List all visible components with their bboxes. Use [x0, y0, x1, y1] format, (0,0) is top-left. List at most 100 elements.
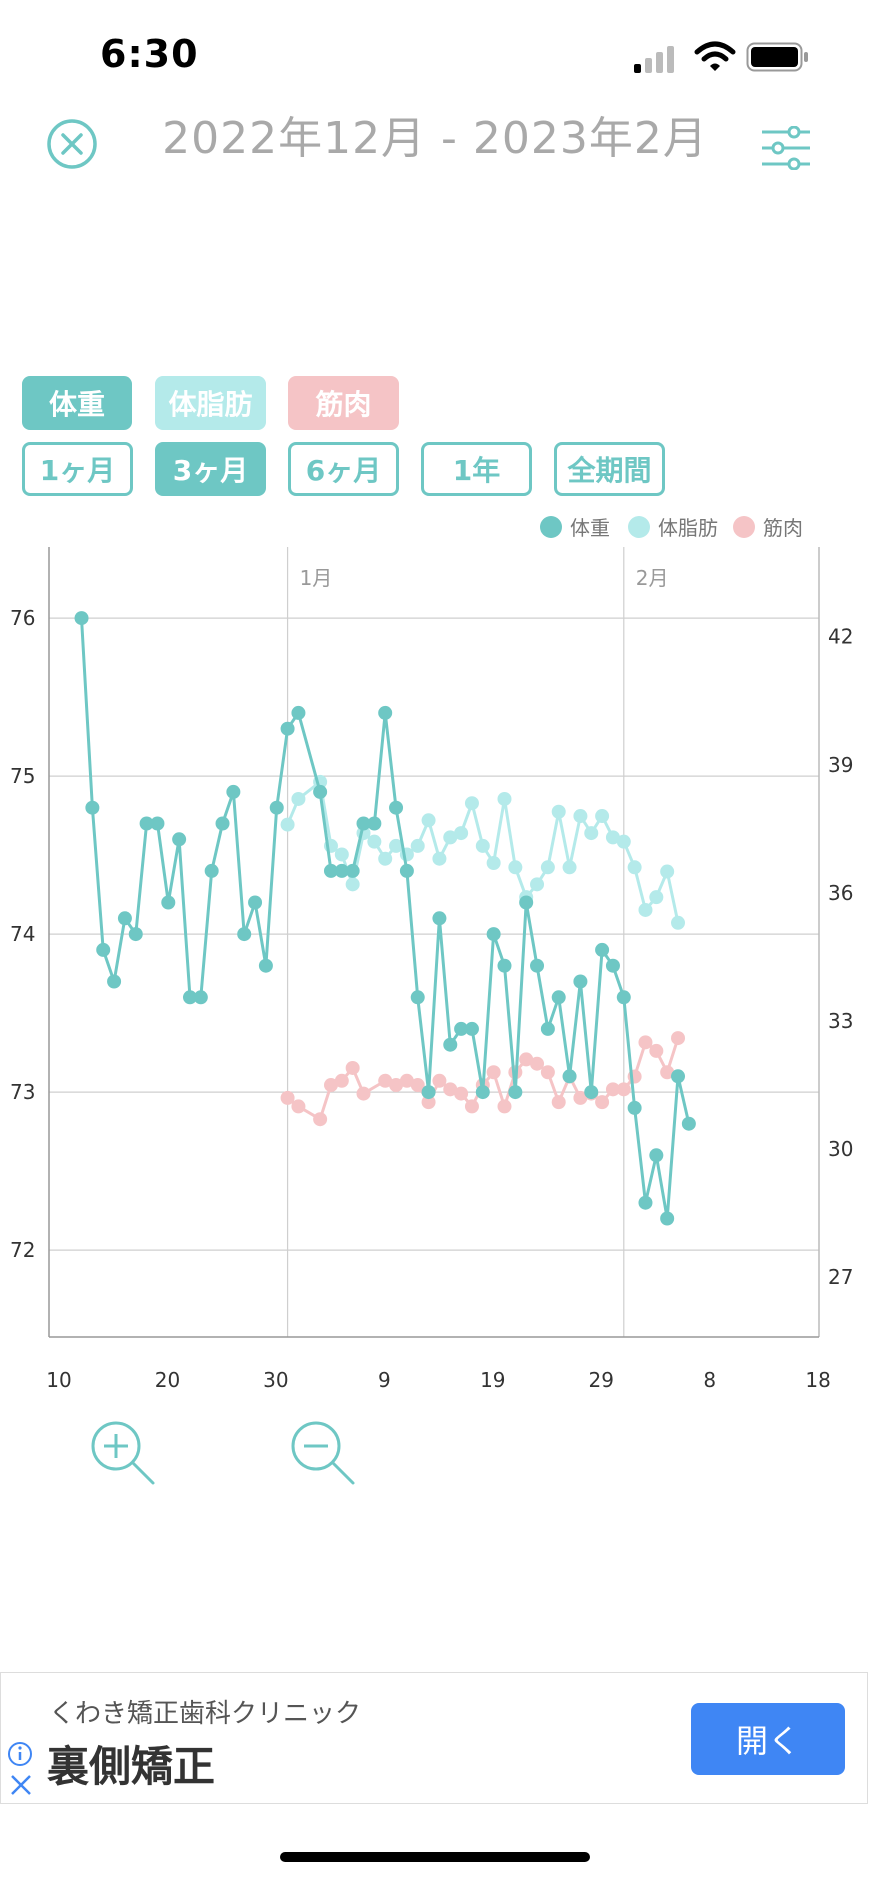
ad-open-button[interactable]: 開く — [691, 1703, 845, 1775]
series-point-2 — [649, 1043, 664, 1058]
series-point-0 — [616, 990, 631, 1005]
series-point-1 — [649, 890, 664, 905]
series-point-1 — [421, 813, 436, 828]
x-tick-label: 30 — [263, 1368, 288, 1392]
series-point-0 — [475, 1085, 490, 1100]
series-point-2 — [421, 1095, 436, 1110]
period-1-year[interactable]: 1年 — [421, 442, 532, 496]
close-icon[interactable] — [46, 118, 98, 170]
series-point-0 — [258, 958, 273, 973]
filter-settings-icon[interactable] — [760, 126, 812, 170]
series-point-1 — [291, 791, 306, 806]
y-left-tick-label: 73 — [10, 1080, 35, 1104]
zoom-in-icon[interactable] — [88, 1418, 160, 1490]
series-point-0 — [150, 816, 165, 831]
series-point-0 — [356, 816, 371, 831]
series-point-0 — [530, 958, 545, 973]
y-right-tick-label: 42 — [828, 625, 853, 649]
series-point-1 — [627, 860, 642, 875]
series-point-0 — [508, 1085, 523, 1100]
series-point-0 — [182, 990, 197, 1005]
series-point-0 — [595, 942, 610, 957]
x-tick-label: 10 — [46, 1368, 71, 1392]
x-tick-label: 18 — [805, 1368, 830, 1392]
series-point-0 — [96, 942, 111, 957]
series-point-0 — [128, 927, 143, 942]
series-point-2 — [356, 1086, 371, 1101]
series-point-0 — [378, 705, 393, 720]
series-point-2 — [519, 1052, 534, 1067]
cellular-signal-icon — [634, 46, 674, 73]
series-point-0 — [443, 1037, 458, 1052]
series-point-0 — [237, 927, 252, 942]
series-point-1 — [367, 834, 382, 849]
series-point-1 — [638, 902, 653, 917]
series-point-0 — [85, 800, 100, 815]
series-point-0 — [161, 895, 176, 910]
legend-muscle-label: 筋肉 — [763, 516, 803, 540]
ad-advertiser: くわき矯正歯科クリニック — [49, 1699, 362, 1729]
legend-body-fat-swatch — [628, 515, 650, 538]
series-point-2 — [464, 1099, 479, 1114]
series-point-1 — [573, 809, 588, 824]
page-title: 2022年12月 - 2023年2月 — [162, 113, 708, 164]
series-point-1 — [454, 826, 469, 841]
series-point-1 — [605, 830, 620, 845]
legend-muscle-swatch — [733, 515, 755, 538]
series-point-1 — [671, 915, 686, 930]
series-point-0 — [627, 1100, 642, 1115]
series-point-2 — [323, 1078, 338, 1093]
series-point-0 — [486, 927, 501, 942]
series-point-1 — [345, 877, 360, 892]
series-point-1 — [486, 856, 501, 870]
series-point-1 — [508, 860, 523, 875]
series-point-0 — [649, 1148, 664, 1163]
period-all[interactable]: 全期間 — [554, 442, 665, 496]
series-point-0 — [172, 832, 187, 847]
series-point-0 — [215, 816, 230, 831]
series-point-1 — [378, 851, 393, 866]
zoom-out-icon[interactable] — [288, 1418, 360, 1490]
period-6-months[interactable]: 6ヶ月 — [288, 442, 399, 496]
series-point-1 — [464, 796, 479, 811]
series-point-0 — [584, 1085, 599, 1100]
legend-body-fat-label: 体脂肪 — [658, 516, 718, 540]
series-point-0 — [323, 863, 338, 878]
legend-body-fat: 体脂肪 — [628, 512, 718, 541]
series-point-0 — [334, 863, 349, 878]
legend-weight-swatch — [540, 515, 562, 538]
series-point-0 — [540, 1021, 555, 1036]
series-point-1 — [389, 838, 404, 853]
x-tick-label: 29 — [589, 1368, 614, 1392]
series-point-0 — [280, 721, 295, 736]
chip-body-fat[interactable]: 体脂肪 — [155, 376, 266, 430]
series-point-2 — [280, 1090, 295, 1105]
series-point-0 — [681, 1116, 696, 1131]
chip-weight[interactable]: 体重 — [22, 376, 132, 430]
ad-info-icon[interactable] — [7, 1741, 33, 1767]
month-label: 2月 — [636, 566, 669, 590]
x-tick-label: 20 — [155, 1368, 180, 1392]
series-point-0 — [464, 1021, 479, 1036]
series-point-1 — [616, 834, 631, 849]
period-3-months[interactable]: 3ヶ月 — [155, 442, 266, 496]
series-point-2 — [389, 1078, 404, 1093]
period-1-month[interactable]: 1ヶ月 — [22, 442, 133, 496]
series-point-2 — [540, 1065, 555, 1080]
series-point-2 — [345, 1060, 360, 1075]
x-tick-label: 19 — [480, 1368, 505, 1392]
legend-weight: 体重 — [540, 512, 610, 541]
series-point-0 — [421, 1085, 436, 1100]
ad-banner[interactable]: くわき矯正歯科クリニック 裏側矯正 開く — [0, 1672, 868, 1804]
y-right-tick-label: 30 — [828, 1137, 853, 1161]
series-point-2 — [638, 1035, 653, 1050]
series-point-2 — [454, 1086, 469, 1101]
ad-headline: 裏側矯正 — [47, 1742, 216, 1791]
series-point-0 — [573, 974, 588, 989]
series-point-0 — [454, 1021, 469, 1036]
chip-muscle[interactable]: 筋肉 — [288, 376, 399, 430]
ad-close-icon[interactable] — [9, 1773, 33, 1797]
series-point-1 — [443, 830, 458, 845]
series-point-0 — [107, 974, 122, 989]
line-chart[interactable]: 1月 2月 72 73 74 75 76 27 30 33 36 39 42 10 20 30 9 19 29 8 18 — [0, 530, 870, 1410]
